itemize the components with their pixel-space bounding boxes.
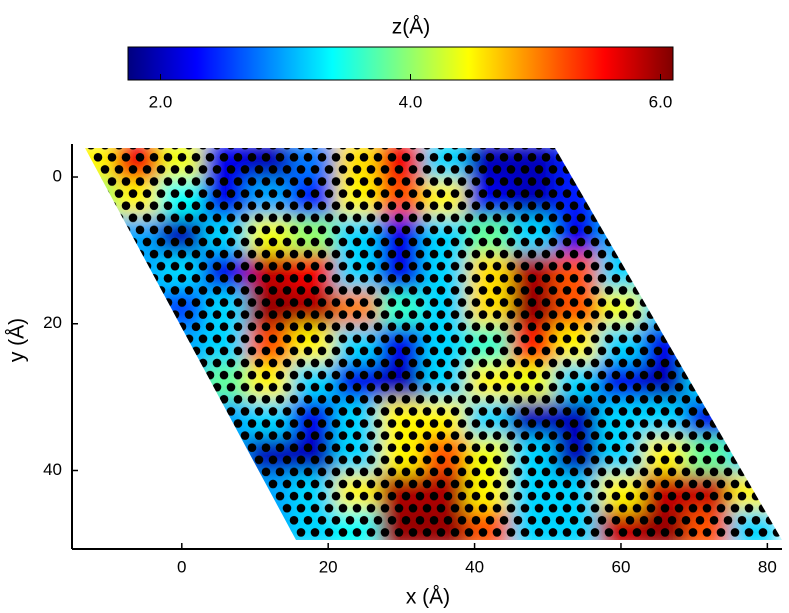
heatmap-cell	[158, 399, 205, 439]
heatmap-cell	[158, 436, 205, 476]
heatmap-cell	[202, 509, 249, 540]
heatmap-cell	[85, 509, 117, 540]
heatmap-cell	[729, 399, 776, 439]
heatmap-cell	[158, 509, 205, 540]
heatmap-cell	[114, 436, 161, 476]
heatmap-cell	[85, 326, 117, 366]
heatmap-cell	[85, 473, 117, 512]
heatmap-cell	[85, 363, 117, 402]
y-tick-label: 0	[53, 167, 62, 186]
heatmap-cell	[85, 216, 117, 256]
colorbar	[127, 46, 674, 81]
heatmap-cell	[202, 473, 249, 512]
heatmap-cell	[85, 436, 117, 476]
heatmap-cell	[114, 326, 161, 366]
heatmap-cell	[729, 216, 776, 256]
heatmap-cell	[202, 436, 249, 476]
y-tick-label: 40	[43, 460, 62, 479]
heatmap-cell	[685, 148, 732, 182]
heatmap-cell	[685, 326, 732, 366]
heatmap-cell	[598, 179, 644, 219]
x-tick-label: 20	[319, 557, 338, 576]
heatmap-cell	[685, 253, 732, 292]
colorbar-tick-label: 4.0	[399, 92, 423, 111]
heatmap-cell	[641, 179, 688, 219]
colorbar-tick-label: 2.0	[149, 92, 173, 111]
heatmap-cell	[729, 289, 776, 329]
heatmap-cell	[729, 179, 776, 219]
heatmap-cell	[729, 363, 776, 402]
heatmap-cell	[85, 289, 117, 329]
x-axis-label: x (Å)	[406, 586, 450, 609]
heatmap-cell	[114, 363, 161, 402]
heatmap-cell	[685, 216, 732, 256]
x-tick-label: 0	[177, 557, 186, 576]
heatmap-cell	[85, 253, 117, 292]
y-tick-label: 20	[43, 313, 62, 332]
x-tick-label: 80	[758, 557, 777, 576]
heatmap-cell	[685, 179, 732, 219]
heatmap-cell	[85, 399, 117, 439]
heatmap-cell	[729, 148, 776, 182]
heatmap-cell	[114, 509, 161, 540]
heatmap-cell	[641, 253, 688, 292]
heatmap-cell	[641, 216, 688, 256]
colorbar-title: z(Å)	[392, 16, 431, 39]
heatmap-cell	[114, 473, 161, 512]
x-tick-label: 60	[612, 557, 631, 576]
atoms	[85, 148, 782, 540]
colorbar-tick-label: 6.0	[649, 92, 673, 111]
field-area	[85, 148, 782, 540]
heatmap-cell	[114, 399, 161, 439]
heatmap-cell	[598, 148, 644, 182]
heatmap-cell	[729, 253, 776, 292]
heatmap-cell	[158, 363, 205, 402]
heatmap-cell	[685, 289, 732, 329]
heatmap-cell	[114, 289, 161, 329]
y-axis-label: y (Å)	[6, 318, 29, 362]
heatmap-cell	[641, 148, 688, 182]
heatmap-cell	[729, 326, 776, 366]
heatmap-cell	[158, 473, 205, 512]
x-tick-label: 40	[465, 557, 484, 576]
